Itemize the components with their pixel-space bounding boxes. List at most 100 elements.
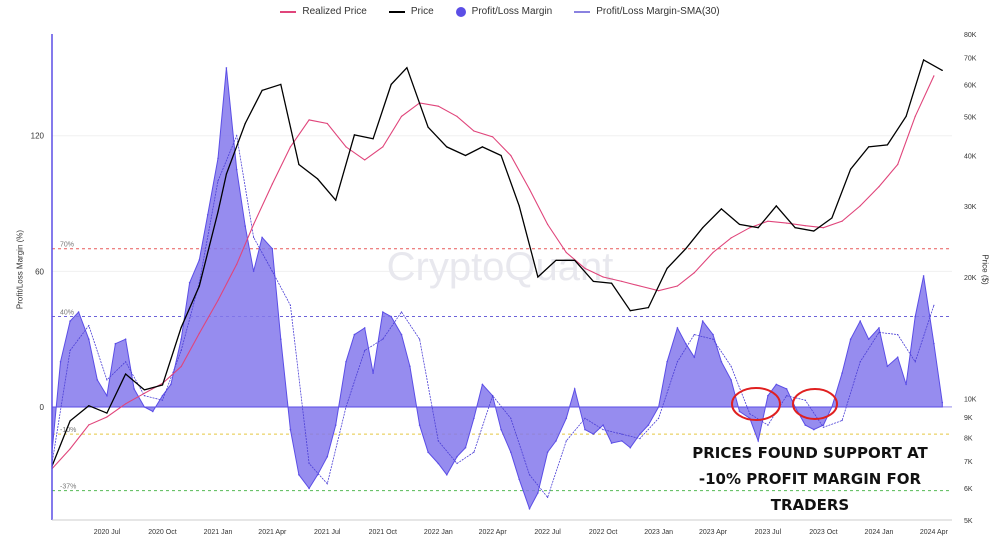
- margin-point-71: [701, 320, 704, 322]
- x-tick-label-2021-Oct: 2021 Oct: [369, 529, 397, 536]
- price-layer-point-13: [280, 83, 282, 85]
- realized-layer-point-45: [878, 186, 880, 188]
- margin-point-51: [518, 478, 520, 481]
- price-layer-point-28: [555, 259, 557, 261]
- margin-point-45: [464, 446, 467, 449]
- reference-label-3: -37%: [60, 484, 76, 491]
- sma-layer-point-31: [621, 433, 623, 435]
- margin-point-46: [473, 417, 475, 420]
- margin-point-87: [849, 338, 852, 341]
- price-layer-point-16: [335, 199, 337, 201]
- right-tick-label-6K: 6K: [964, 486, 973, 493]
- sma-layer-point-9: [217, 180, 219, 182]
- margin-point-58: [584, 428, 586, 431]
- margin-point-19: [225, 67, 228, 69]
- realized-layer-point-18: [382, 146, 384, 148]
- sma-layer-point-45: [878, 331, 880, 333]
- margin-point-2: [69, 320, 71, 322]
- price-layer-point-15: [317, 178, 319, 180]
- price-layer-point-48: [923, 59, 925, 61]
- margin-point-53: [537, 492, 539, 494]
- realized-layer-point-3: [106, 416, 108, 418]
- margin-point-60: [602, 424, 604, 426]
- realized-layer-point-24: [492, 136, 494, 138]
- sma-layer-point-18: [382, 338, 384, 340]
- price-swatch: [388, 10, 405, 13]
- realized-layer-point-5: [143, 392, 145, 394]
- sma-layer-point-21: [437, 440, 439, 442]
- margin-point-74: [730, 379, 732, 381]
- right-tick-label-5K: 5K: [964, 518, 973, 525]
- realized-layer-point-40: [786, 222, 788, 224]
- sma-layer-point-3: [106, 379, 108, 381]
- price-layer-point-11: [244, 122, 246, 125]
- margin-point-37: [390, 315, 393, 318]
- realized-layer-point-31: [621, 280, 623, 282]
- sma-layer-point-32: [639, 438, 641, 440]
- legend-item-realized-price[interactable]: Realized Price: [280, 6, 367, 17]
- right-tick-label-40K: 40K: [964, 154, 977, 161]
- sma-layer-point-30: [602, 429, 604, 431]
- sma-layer-point-28: [565, 440, 567, 442]
- margin-point-77: [757, 440, 759, 442]
- price-line: [51, 58, 943, 467]
- margin-point-62: [621, 440, 623, 442]
- margin-point-92: [896, 356, 899, 359]
- realized-layer-point-27: [547, 223, 549, 225]
- margin-point-88: [859, 320, 861, 322]
- sma-layer-point-47: [914, 361, 916, 363]
- sma-layer-point-41: [804, 399, 806, 401]
- price-layer-point-7: [180, 326, 182, 328]
- sma-layer-point-27: [547, 496, 549, 498]
- price-layer-point-42: [813, 230, 815, 232]
- annotation-line-1: PRICES FOUND SUPPORT AT: [692, 444, 928, 462]
- margin-point-4: [88, 338, 90, 341]
- x-tick-label-2023-Jul: 2023 Jul: [755, 529, 782, 536]
- realized-price-swatch: [280, 10, 297, 13]
- realized-layer-point-32: [639, 285, 641, 287]
- margin-point-22: [252, 270, 255, 273]
- right-tick-label-9K: 9K: [964, 415, 973, 422]
- legend-item-sma[interactable]: Profit/Loss Margin-SMA(30): [574, 6, 720, 17]
- realized-layer-point-44: [859, 205, 861, 207]
- right-tick-label-70K: 70K: [964, 55, 977, 62]
- x-tick-label-2021-Jan: 2021 Jan: [204, 529, 233, 536]
- realized-layer-point-2: [88, 424, 90, 426]
- realized-layer-point-4: [125, 403, 127, 405]
- price-layer-point-36: [702, 227, 704, 229]
- sma-layer-point-48: [933, 304, 935, 306]
- margin-point-83: [813, 428, 815, 431]
- price-layer-point-21: [427, 126, 429, 128]
- x-tick-label-2022-Oct: 2022 Oct: [589, 529, 617, 536]
- price-layer-point-2: [88, 405, 90, 407]
- margin-point-69: [685, 342, 687, 345]
- margin-point-78: [767, 394, 769, 397]
- realized-layer-point-19: [400, 115, 403, 117]
- right-tick-label-30K: 30K: [964, 204, 977, 211]
- margin-point-40: [418, 424, 421, 426]
- margin-point-97: [941, 401, 944, 404]
- right-tick-label-60K: 60K: [964, 82, 977, 89]
- legend-item-price[interactable]: Price: [388, 6, 434, 17]
- price-layer-point-26: [518, 205, 520, 207]
- margin-point-89: [867, 338, 870, 341]
- margin-point-67: [666, 361, 668, 363]
- margin-point-8: [124, 338, 127, 341]
- right-tick-label-10K: 10K: [964, 397, 977, 404]
- sma-layer-point-34: [676, 361, 679, 363]
- sma-layer-point-12: [271, 270, 273, 272]
- sma-layer-point-22: [456, 462, 458, 465]
- realized-layer-point-33: [658, 290, 660, 292]
- margin-point-68: [676, 327, 679, 329]
- margin-point-35: [372, 372, 374, 374]
- sma-layer-point-20: [419, 338, 421, 340]
- margin-point-65: [647, 424, 650, 426]
- legend-item-margin[interactable]: Profit/Loss Margin: [455, 6, 552, 17]
- margin-point-95: [922, 275, 925, 277]
- price-layer-point-47: [905, 115, 907, 117]
- margin-swatch: [455, 6, 466, 17]
- realized-layer-point-36: [712, 251, 714, 254]
- support-circle-1: [731, 387, 781, 421]
- margin-point-54: [546, 451, 549, 454]
- axes-layer: 0 60 120 5K 6K 7K 8K 9K 10K 20K 30K 40K 50K 60K 70K 80K…: [31, 32, 977, 536]
